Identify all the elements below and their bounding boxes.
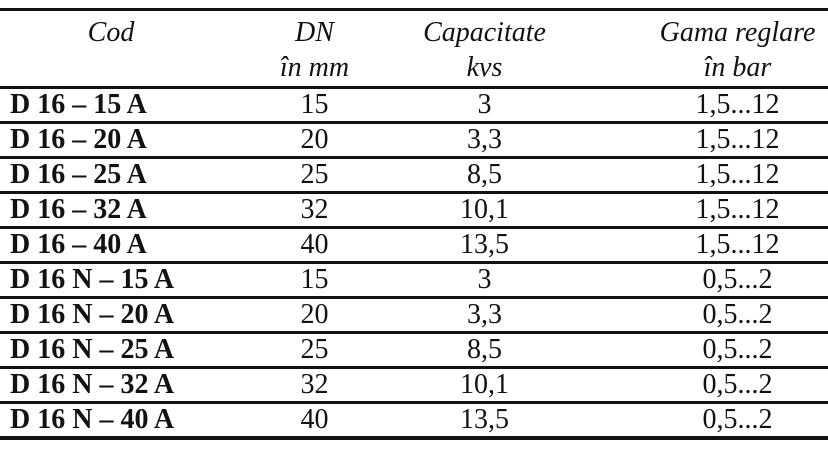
cell-kvs: 13,5 bbox=[407, 402, 562, 440]
table-row: D 16 N – 32 A 32 10,1 0,5...2 bbox=[0, 367, 828, 404]
valve-spec-table: Cod DN în mm Capacitate kvs Gama reglare… bbox=[0, 8, 828, 440]
cell-cod: D 16 – 32 A bbox=[0, 192, 222, 229]
cell-cod: D 16 N – 40 A bbox=[0, 402, 222, 440]
col-header-cod: Cod bbox=[0, 9, 222, 89]
cell-dn: 25 bbox=[222, 157, 407, 194]
table-row: D 16 N – 40 A 40 13,5 0,5...2 bbox=[0, 402, 828, 440]
cell-kvs: 10,1 bbox=[407, 367, 562, 404]
cell-kvs: 13,5 bbox=[407, 227, 562, 264]
cell-dn: 15 bbox=[222, 87, 407, 124]
col-header-dn-line1: DN bbox=[295, 17, 334, 48]
cell-kvs: 3 bbox=[407, 262, 562, 299]
cell-kvs: 3,3 bbox=[407, 297, 562, 334]
cell-cod: D 16 N – 25 A bbox=[0, 332, 222, 369]
cell-cod: D 16 – 25 A bbox=[0, 157, 222, 194]
cell-dn: 40 bbox=[222, 227, 407, 264]
cell-gama: 1,5...12 bbox=[562, 122, 828, 159]
table-body: D 16 – 15 A 15 3 1,5...12 D 16 – 20 A 20… bbox=[0, 87, 828, 440]
col-header-cod-line1: Cod bbox=[87, 17, 135, 48]
cell-cod: D 16 N – 20 A bbox=[0, 297, 222, 334]
col-header-capacitate: Capacitate kvs bbox=[407, 9, 562, 89]
header-row: Cod DN în mm Capacitate kvs Gama reglare… bbox=[0, 9, 828, 89]
cell-gama: 0,5...2 bbox=[562, 367, 828, 404]
cell-gama: 1,5...12 bbox=[562, 227, 828, 264]
col-header-gama-line1: Gama reglare bbox=[659, 17, 816, 48]
cell-kvs: 3,3 bbox=[407, 122, 562, 159]
cell-dn: 32 bbox=[222, 192, 407, 229]
cell-kvs: 8,5 bbox=[407, 157, 562, 194]
table-row: D 16 N – 15 A 15 3 0,5...2 bbox=[0, 262, 828, 299]
table-row: D 16 – 25 A 25 8,5 1,5...12 bbox=[0, 157, 828, 194]
cell-cod: D 16 – 15 A bbox=[0, 87, 222, 124]
table-header: Cod DN în mm Capacitate kvs Gama reglare… bbox=[0, 9, 828, 89]
col-header-cod-line2 bbox=[0, 51, 222, 84]
cell-kvs: 8,5 bbox=[407, 332, 562, 369]
cell-cod: D 16 N – 15 A bbox=[0, 262, 222, 299]
cell-dn: 40 bbox=[222, 402, 407, 440]
table-row: D 16 – 20 A 20 3,3 1,5...12 bbox=[0, 122, 828, 159]
col-header-capacitate-line2: kvs bbox=[466, 52, 503, 83]
cell-dn: 20 bbox=[222, 122, 407, 159]
cell-cod: D 16 – 20 A bbox=[0, 122, 222, 159]
cell-gama: 1,5...12 bbox=[562, 157, 828, 194]
table-row: D 16 N – 20 A 20 3,3 0,5...2 bbox=[0, 297, 828, 334]
col-header-gama-line2: în bar bbox=[703, 52, 772, 83]
col-header-dn-line2: în mm bbox=[279, 52, 350, 83]
table-row: D 16 – 32 A 32 10,1 1,5...12 bbox=[0, 192, 828, 229]
col-header-capacitate-line1: Capacitate bbox=[423, 17, 546, 48]
cell-dn: 25 bbox=[222, 332, 407, 369]
cell-gama: 1,5...12 bbox=[562, 192, 828, 229]
cell-gama: 0,5...2 bbox=[562, 262, 828, 299]
col-header-dn: DN în mm bbox=[222, 9, 407, 89]
cell-dn: 20 bbox=[222, 297, 407, 334]
cell-kvs: 3 bbox=[407, 87, 562, 124]
cell-gama: 1,5...12 bbox=[562, 87, 828, 124]
cell-dn: 32 bbox=[222, 367, 407, 404]
cell-kvs: 10,1 bbox=[407, 192, 562, 229]
col-header-gama-reglare: Gama reglare în bar bbox=[562, 9, 828, 89]
cell-cod: D 16 N – 32 A bbox=[0, 367, 222, 404]
table-row: D 16 N – 25 A 25 8,5 0,5...2 bbox=[0, 332, 828, 369]
cell-gama: 0,5...2 bbox=[562, 297, 828, 334]
table-row: D 16 – 15 A 15 3 1,5...12 bbox=[0, 87, 828, 124]
cell-cod: D 16 – 40 A bbox=[0, 227, 222, 264]
cell-gama: 0,5...2 bbox=[562, 402, 828, 440]
cell-gama: 0,5...2 bbox=[562, 332, 828, 369]
table-row: D 16 – 40 A 40 13,5 1,5...12 bbox=[0, 227, 828, 264]
cell-dn: 15 bbox=[222, 262, 407, 299]
